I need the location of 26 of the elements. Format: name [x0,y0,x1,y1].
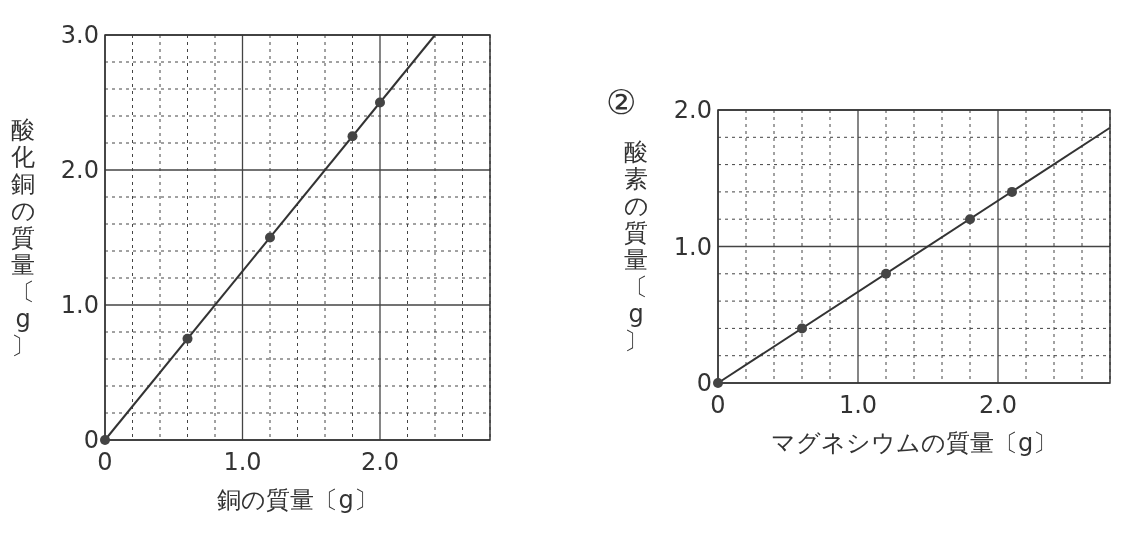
text: 酸化銅の質量〔g〕 [10,115,36,360]
y-tick-label: 1.0 [673,232,712,261]
point [347,131,358,142]
y-tick-label: 2.0 [673,96,712,124]
point [100,435,110,445]
y-tick-label: 0 [83,426,99,454]
point [965,214,975,225]
point [881,268,891,279]
point [797,323,807,334]
y-tick-label: 0 [696,369,712,397]
text: ② [606,82,637,122]
x-tick-label: 1.0 [838,391,878,419]
y-tick-label: 2.0 [60,156,99,184]
point [375,97,385,108]
x-axis-title: マグネシウムの質量〔g〕 [770,429,1058,457]
y-tick-label: 1.0 [60,291,99,319]
x-tick-label: 2.0 [360,448,400,476]
x-axis-title: 銅の質量〔g〕 [217,486,378,514]
point [182,333,193,344]
x-tick-label: 2.0 [978,391,1018,419]
y-axis-title: 酸素の質量〔g〕 [623,138,649,355]
point [265,232,275,243]
point [713,378,723,388]
point [1007,186,1017,197]
x-tick-label: 1.0 [223,448,262,476]
y-tick-label: 3.0 [60,21,99,49]
